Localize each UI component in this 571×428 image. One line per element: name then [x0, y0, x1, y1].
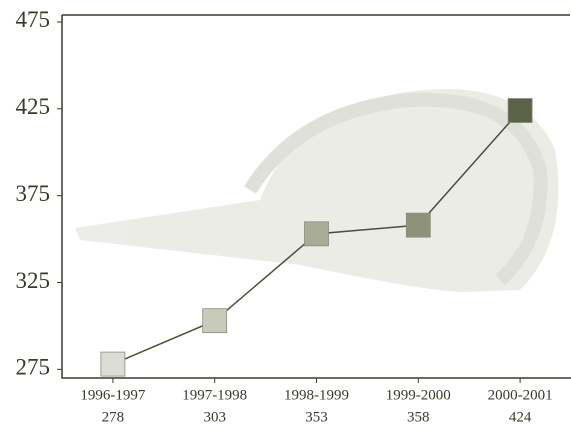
y-tick-label: 475	[16, 7, 51, 32]
value-label: 424	[509, 409, 532, 425]
plot-frame	[61, 14, 571, 379]
data-marker	[100, 351, 126, 377]
x-tick-label: 1999-2000	[386, 387, 451, 403]
x-tick-label: 1996-1997	[80, 387, 145, 403]
x-tick-label: 1997-1998	[182, 387, 247, 403]
data-marker	[304, 221, 329, 247]
data-marker	[202, 308, 228, 334]
y-tick-label: 275	[16, 355, 51, 380]
value-label: 278	[102, 409, 125, 425]
value-label: 303	[203, 409, 226, 425]
x-tick-label: 2000-2001	[488, 387, 553, 403]
value-label: 358	[407, 409, 430, 425]
y-tick-label: 375	[16, 181, 51, 206]
data-marker	[507, 98, 533, 123]
background-illustration	[75, 89, 559, 292]
y-tick-label: 325	[16, 268, 51, 293]
x-tick-label: 1998-1999	[284, 387, 349, 403]
value-label: 353	[305, 409, 328, 425]
y-tick-label: 425	[16, 94, 51, 119]
data-marker	[405, 212, 431, 238]
